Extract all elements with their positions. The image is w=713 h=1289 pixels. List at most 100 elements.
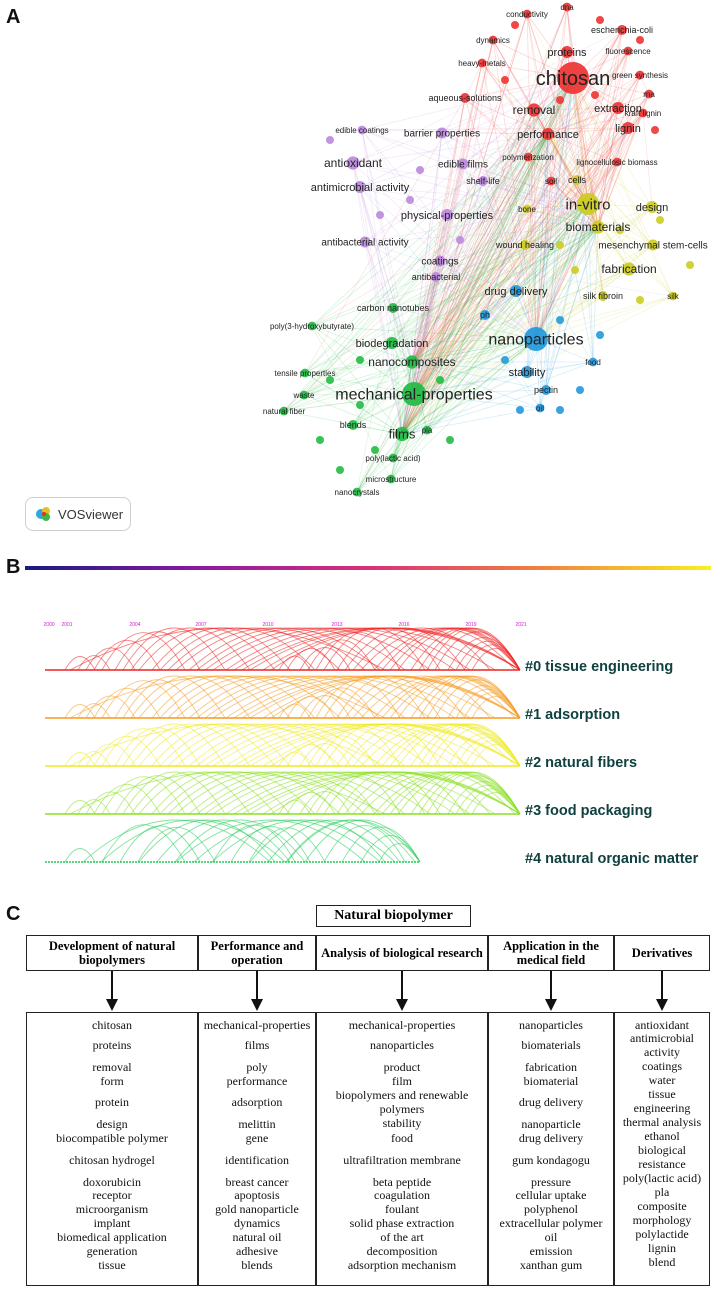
network-edge: [462, 133, 549, 165]
vosviewer-logo-text: VOSviewer: [58, 507, 124, 522]
network-edge: [533, 109, 589, 205]
network-edge: [597, 107, 619, 228]
network-edge: [535, 244, 654, 340]
timeline-arc: [373, 723, 521, 767]
diagram-column-item: chitosan hydrogel: [69, 1153, 155, 1167]
network-edge: [597, 112, 644, 228]
network-node-label: edible coatings: [335, 126, 388, 135]
network-edge: [283, 133, 549, 412]
timeline-arc: [267, 819, 401, 863]
network-edge: [484, 314, 541, 409]
network-edge: [411, 226, 599, 363]
network-node-label: lignin: [615, 123, 641, 135]
network-edge: [390, 260, 441, 480]
timeline-cluster-label: #0 tissue engineering: [525, 659, 673, 675]
network-edge: [303, 361, 413, 396]
network-edge: [311, 203, 589, 327]
network-edge: [303, 77, 574, 396]
network-edge: [515, 77, 574, 292]
network-node-minor: [591, 91, 599, 99]
timeline-cluster-label: #4 natural organic matter: [525, 851, 699, 867]
network-node-label: antioxidant: [324, 156, 383, 170]
network-edge: [413, 338, 537, 395]
diagram-column-item: performance: [226, 1074, 288, 1088]
network-node-minor: [576, 386, 584, 394]
network-edge: [587, 203, 604, 297]
timeline-arc: [307, 735, 376, 767]
network-node-minor: [571, 266, 579, 274]
diagram-column-item: dynamics: [234, 1216, 280, 1230]
network-edge: [587, 203, 594, 363]
network-edge: [283, 361, 413, 412]
network-edge: [572, 77, 594, 363]
diagram-column-item: resistance: [638, 1157, 686, 1171]
network-node-label: ph: [480, 310, 490, 320]
network-edge: [535, 127, 629, 340]
timeline-arc: [286, 791, 336, 815]
network-edge: [535, 133, 549, 340]
network-edge: [352, 162, 415, 395]
diagram-column-item: foulant: [385, 1202, 419, 1216]
network-edge: [352, 226, 599, 426]
timeline-arc: [137, 826, 216, 863]
network-edge: [547, 133, 654, 246]
network-node-label: nanocrystals: [335, 488, 380, 497]
network-node-label: films: [389, 427, 416, 442]
timeline-arc: [85, 695, 136, 719]
network-edge: [413, 127, 629, 395]
timeline-arc: [323, 825, 406, 863]
network-node-label: heavy-metals: [458, 59, 506, 68]
network-node: [477, 58, 487, 68]
network-edge: [392, 307, 413, 363]
network-edge: [484, 203, 589, 316]
timeline-arc: [447, 733, 521, 767]
network-node: [348, 420, 358, 430]
network-edge: [356, 133, 549, 493]
network-node: [598, 291, 608, 301]
network-edge: [566, 6, 599, 228]
network-edge: [413, 50, 629, 395]
timeline-arc: [188, 675, 381, 719]
timeline-arc: [352, 627, 491, 671]
network-edge: [535, 203, 589, 340]
timeline-cluster-label: #1 adsorption: [525, 707, 620, 723]
network-edge: [359, 186, 589, 205]
diagram-column-item: engineering: [633, 1101, 691, 1115]
diagram-column-item: mechanical-properties: [348, 1018, 456, 1032]
network-node-minor: [556, 316, 564, 324]
network-edge: [526, 133, 549, 210]
network-node-label: lignocellulosic biomass: [576, 158, 657, 167]
network-node: [386, 474, 396, 484]
network-node: [612, 157, 622, 167]
vosviewer-logo-icon: [36, 507, 50, 521]
network-edge: [283, 393, 415, 412]
network-node-label: nanocomposites: [368, 355, 455, 369]
timeline-arc: [204, 771, 431, 815]
timeline-arc: [307, 783, 376, 815]
network-edge: [361, 77, 574, 131]
network-edge: [526, 208, 599, 228]
network-edge: [303, 203, 589, 396]
down-arrow-icon: [661, 971, 663, 1001]
network-node-label: bone: [518, 205, 536, 214]
network-edge: [413, 208, 528, 395]
network-edge: [572, 77, 589, 205]
diagram-column-item: biomaterials: [521, 1038, 581, 1052]
network-edge: [392, 307, 403, 435]
network-edge: [597, 50, 629, 228]
network-edge: [481, 62, 537, 340]
network-edge: [482, 180, 537, 340]
network-edge: [356, 203, 589, 493]
network-node: [436, 127, 448, 139]
timeline-arc: [410, 675, 521, 719]
network-edge: [411, 338, 537, 363]
network-edge: [413, 389, 547, 395]
network-node-label: waste: [293, 391, 315, 400]
network-edge: [587, 203, 630, 270]
network-edge: [392, 290, 517, 309]
network-edge: [364, 133, 549, 243]
network-edge: [401, 295, 604, 435]
vosviewer-logo[interactable]: VOSviewer: [25, 497, 131, 531]
network-node-minor: [326, 376, 334, 384]
timeline-arc: [286, 647, 336, 671]
